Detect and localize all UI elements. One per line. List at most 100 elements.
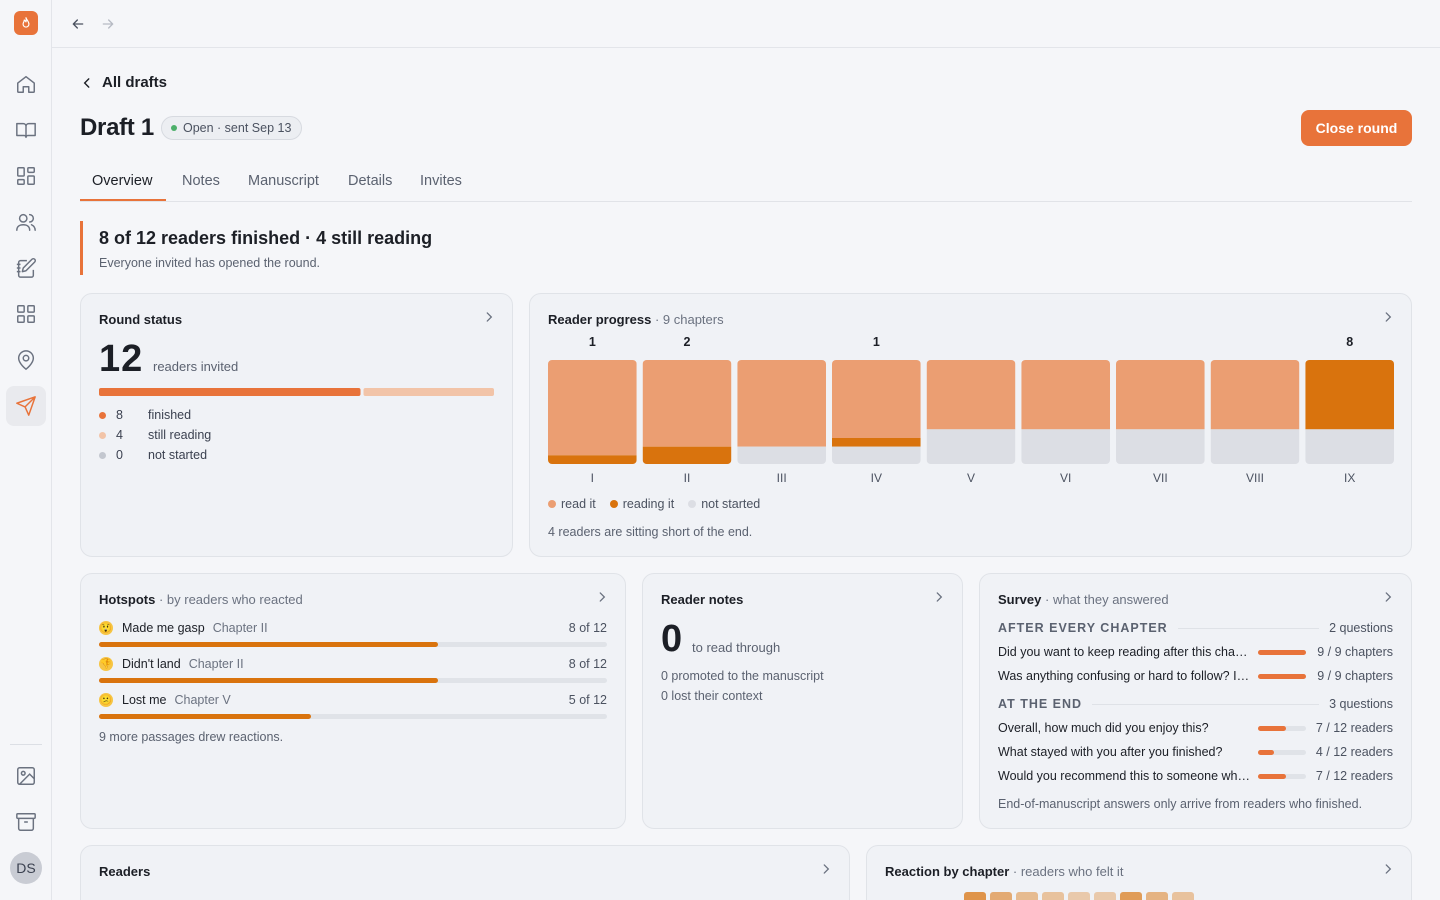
map-pin-icon[interactable] [6,340,46,380]
grid-icon[interactable] [6,294,46,334]
notebook-pen-icon[interactable] [6,248,46,288]
progress-bar-VI[interactable] [1021,360,1110,464]
bar-segment-read-it [1021,360,1110,430]
survey-question-row[interactable]: Was anything confusing or hard to follow… [998,669,1393,683]
heat-cell[interactable] [1068,892,1090,900]
survey-question-row[interactable]: Would you recommend this to someone who … [998,769,1393,783]
send-icon[interactable] [6,386,46,426]
chevron-right-icon[interactable] [932,590,946,604]
progress-bar-IV[interactable] [832,360,921,464]
tab-manuscript[interactable]: Manuscript [248,173,319,189]
book-open-icon[interactable] [6,110,46,150]
heat-cell[interactable] [1146,892,1168,900]
hotspot-track [99,714,607,719]
bar-segment-read-it [548,360,637,456]
progress-bar-II[interactable] [642,360,732,464]
question-bar-fill [1258,773,1286,779]
forward-arrow-icon[interactable] [96,12,120,36]
active-tab-indicator [80,199,166,201]
heat-cell[interactable] [1042,892,1064,900]
legend-finished: 8 finished [99,408,191,422]
tab-notes[interactable]: Notes [182,173,220,189]
progress-bar-I[interactable] [548,360,637,464]
reaction-by-chapter-card[interactable]: Reaction by chapter · readers who felt i… [866,845,1412,900]
finished-count: 8 [116,408,123,422]
bar-segment-read-it [642,360,732,447]
survey-question-row[interactable]: Did you want to keep reading after this … [998,645,1393,659]
hotspot-track [99,678,607,683]
chevron-right-icon[interactable] [819,862,833,876]
chevron-right-icon[interactable] [595,590,609,604]
x-tick-label: I [591,471,594,484]
users-icon[interactable] [6,202,46,242]
bar-segment-not-started [832,446,921,464]
progress-bar-VII[interactable] [1116,360,1205,464]
hotspot-row[interactable]: 😕 Lost me Chapter V 5 of 12 [99,692,607,719]
progress-bar-VIII[interactable] [1210,360,1300,464]
hotspots-card[interactable]: Hotspots · by readers who reacted 😲 Made… [80,573,626,829]
tab-overview[interactable]: Overview [92,173,153,189]
sidebar-divider [10,744,42,745]
bar-segment-read-it [1116,360,1205,430]
bar-segment-read-it [832,360,921,438]
tab-invites[interactable]: Invites [420,173,462,189]
card-title: Reader progress · 9 chapters [548,312,724,327]
chevron-right-icon[interactable] [1381,590,1395,604]
heat-cell[interactable] [1094,892,1116,900]
bar-segment-read-it [737,360,826,447]
notes-count-label: to read through [692,640,781,655]
summary-subline: Everyone invited has opened the round. [99,256,320,270]
confused-emoji-icon: 😕 [99,693,113,707]
back-to-drafts-link[interactable]: All drafts [80,74,167,91]
dashboard-icon[interactable] [6,156,46,196]
survey-question-row[interactable]: What stayed with you after you finished?… [998,745,1393,759]
progress-bar-IX[interactable] [1305,360,1394,464]
progress-bar-III[interactable] [737,360,826,464]
home-icon[interactable] [6,64,46,104]
readers-card[interactable]: Readers [80,845,850,900]
image-icon[interactable] [6,756,46,796]
group-count: 3 questions [1329,697,1393,711]
bar-segment-reading-it [642,446,732,464]
question-value: 7 / 12 readers [1315,769,1393,783]
card-title-text: Survey [998,592,1042,607]
progress-footer: 4 readers are sitting short of the end. [548,525,753,539]
group-label: AT THE END [998,697,1083,711]
survey-question-row[interactable]: Overall, how much did you enjoy this? 7 … [998,721,1393,735]
finished-segment [99,388,361,396]
hotspot-row[interactable]: 😲 Made me gasp Chapter II 8 of 12 [99,620,607,647]
notes-promoted: 0 promoted to the manuscript [661,669,824,683]
x-tick-label: VII [1153,471,1168,484]
back-arrow-icon[interactable] [66,12,90,36]
heat-cell[interactable] [1016,892,1038,900]
finished-dot [99,411,106,419]
bar-segment-not-started [1021,429,1110,464]
close-round-button[interactable]: Close round [1301,110,1412,146]
not-started-count: 0 [116,448,123,462]
reader-progress-card[interactable]: Reader progress · 9 chapters 1 I 2 II III 1 IV… [529,293,1412,557]
heat-cell[interactable] [1172,892,1194,900]
heat-cell[interactable] [964,892,986,900]
heat-cell[interactable] [990,892,1012,900]
hotspot-row[interactable]: 👎 Didn't land Chapter II 8 of 12 [99,656,607,683]
hotspot-count: 5 of 12 [568,693,607,707]
hotspot-track [99,642,607,647]
survey-card[interactable]: Survey · what they answered AFTER EVERY … [979,573,1412,829]
tab-details[interactable]: Details [348,173,393,189]
reader-notes-card[interactable]: Reader notes 0 to read through 0 promote… [642,573,963,829]
progress-bar-V[interactable] [926,360,1016,464]
chevron-right-icon[interactable] [1381,862,1395,876]
heat-cell[interactable] [1120,892,1142,900]
chevron-right-icon[interactable] [1381,310,1395,324]
chevron-right-icon[interactable] [482,310,496,324]
app-logo[interactable] [14,11,38,35]
archive-icon[interactable] [6,802,46,842]
card-subtitle: · 9 chapters [654,312,724,327]
question-value: 9 / 9 chapters [1317,645,1393,659]
gasp-emoji-icon: 😲 [99,621,113,635]
survey-group-header: AFTER EVERY CHAPTER 2 questions [998,621,1393,635]
avatar[interactable]: DS [10,852,42,884]
card-title-text: Hotspots [99,592,156,607]
group-rule [1177,627,1320,629]
round-status-card[interactable]: Round status 12 readers invited 8 finish… [80,293,513,557]
